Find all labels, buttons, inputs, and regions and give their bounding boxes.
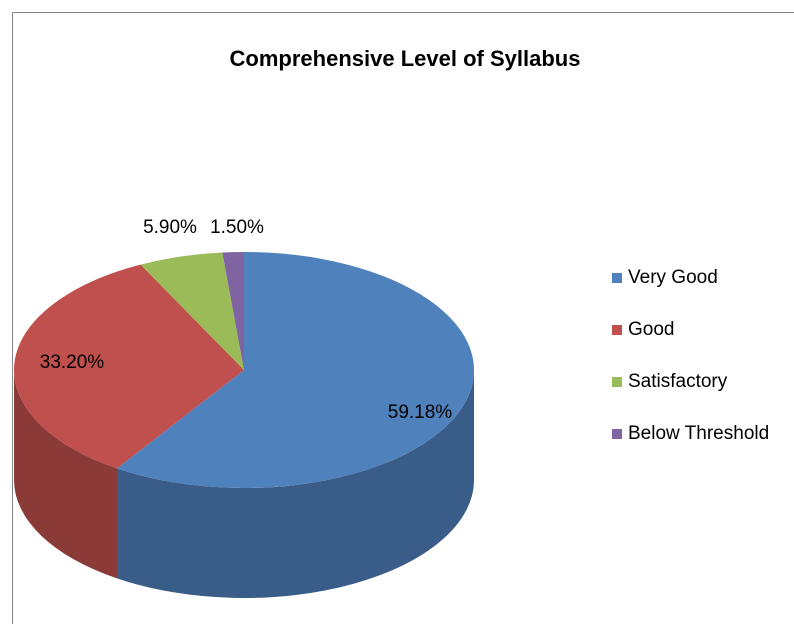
data-label: 33.20% (40, 352, 105, 373)
legend-label: Very Good (628, 267, 718, 288)
legend-label: Below Threshold (628, 423, 769, 444)
data-label: 5.90% (143, 217, 197, 238)
legend-swatch (612, 325, 622, 335)
legend-label: Good (628, 319, 674, 340)
legend-swatch (612, 377, 622, 387)
data-label: 59.18% (388, 402, 453, 423)
legend-swatch (612, 429, 622, 439)
legend-label: Satisfactory (628, 371, 728, 392)
chart-title: Comprehensive Level of Syllabus (230, 46, 581, 71)
legend-swatch (612, 273, 622, 283)
data-label: 1.50% (210, 217, 264, 238)
